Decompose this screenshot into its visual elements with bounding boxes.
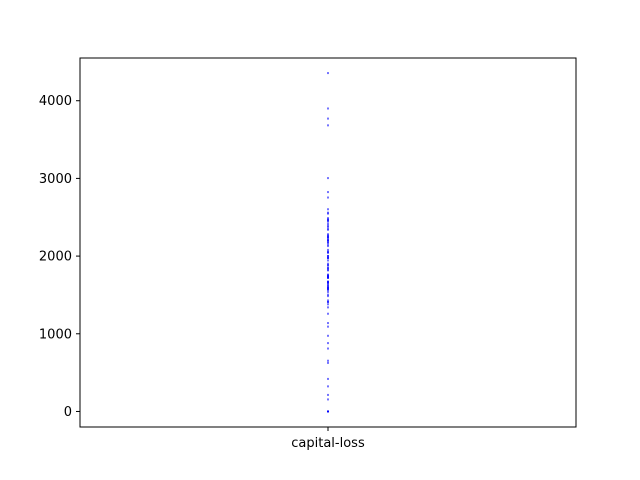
data-point [327, 245, 329, 248]
data-point [327, 220, 329, 223]
data-point [327, 282, 329, 285]
data-point [327, 241, 329, 244]
data-point [327, 124, 329, 127]
data-point [327, 224, 329, 227]
data-point [327, 410, 329, 413]
data-point [327, 263, 329, 266]
data-point [327, 295, 329, 298]
data-point [327, 228, 329, 231]
data-point [327, 286, 329, 289]
data-point [327, 385, 329, 388]
data-point [327, 248, 329, 251]
data-point [327, 217, 329, 220]
data-point [327, 250, 329, 253]
data-point [327, 275, 329, 278]
data-point [327, 222, 329, 225]
data-point [327, 234, 329, 237]
data-point [327, 280, 329, 283]
data-point [327, 299, 329, 302]
x-axis: capital-loss [291, 427, 365, 451]
data-point [327, 256, 329, 259]
data-point [327, 239, 329, 242]
data-points [327, 72, 329, 413]
data-point [327, 303, 329, 306]
data-point [327, 227, 329, 230]
data-point [327, 259, 329, 262]
y-tick-label: 1000 [39, 327, 72, 342]
data-point [327, 107, 329, 110]
data-point [327, 218, 329, 221]
data-point [327, 322, 329, 325]
x-tick-label: capital-loss [291, 436, 365, 451]
data-point [327, 347, 329, 350]
data-point [327, 72, 329, 75]
data-point [327, 312, 329, 315]
data-point [327, 273, 329, 276]
data-point [327, 268, 329, 271]
y-tick-label: 0 [64, 405, 72, 420]
data-point [327, 254, 329, 257]
y-tick-label: 3000 [39, 172, 72, 187]
data-point [327, 361, 329, 364]
plot-frame [79, 57, 577, 428]
data-point [327, 117, 329, 120]
data-point [327, 293, 329, 296]
data-point [327, 290, 329, 293]
data-point [327, 306, 329, 309]
data-point [327, 196, 329, 199]
data-point [327, 262, 329, 265]
data-point [327, 211, 329, 214]
data-point [327, 243, 329, 246]
data-point [327, 191, 329, 194]
data-point [327, 398, 329, 401]
data-point [327, 334, 329, 337]
data-point [327, 300, 329, 303]
data-point [327, 208, 329, 211]
data-point [327, 177, 329, 180]
y-tick-label: 4000 [39, 94, 72, 109]
data-point [327, 225, 329, 228]
y-axis: 0 1000 2000 3000 4000 [39, 94, 80, 420]
data-point [327, 393, 329, 396]
data-point [327, 233, 329, 236]
data-point [327, 342, 329, 345]
data-point [327, 377, 329, 380]
data-point [327, 325, 329, 328]
data-point [327, 283, 329, 286]
data-point [327, 359, 329, 362]
y-tick-label: 2000 [39, 250, 72, 265]
data-point [327, 266, 329, 269]
